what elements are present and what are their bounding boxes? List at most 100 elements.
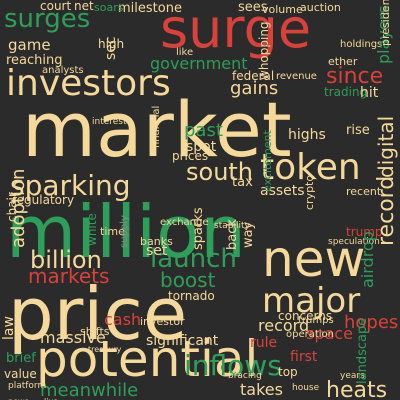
word-platform: platform [8, 381, 47, 391]
word-trumps: trumps [298, 315, 334, 326]
word-years: years [340, 371, 365, 381]
word-hopes: hopes [344, 312, 399, 333]
word-way: way [241, 221, 256, 248]
word-rule: rule [250, 335, 278, 351]
word-top: top [278, 365, 298, 379]
word-chair: chair [5, 192, 19, 222]
word-high: high [98, 37, 125, 51]
word-financial: financial [151, 105, 162, 148]
word-rise: rise [346, 123, 370, 138]
word-investor: investor [140, 315, 185, 328]
word-milestone: milestone [118, 1, 182, 16]
word-meanwhile: meanwhile [40, 380, 139, 400]
word-heats: heats [326, 378, 388, 400]
word-boost: boost [160, 268, 216, 292]
word-digital: digital [374, 115, 398, 178]
word-highs: highs [288, 127, 326, 143]
word-massive: massive [40, 328, 106, 347]
word-takes: takes [240, 380, 283, 399]
word-shifts: shifts [80, 325, 110, 338]
word-holdings: holdings [340, 39, 383, 50]
word-like: like [176, 47, 194, 58]
word-interest: interest [92, 117, 127, 127]
word-trading: trading [324, 85, 368, 99]
word-speculation: speculation [328, 237, 380, 247]
word-assets: assets [260, 183, 305, 199]
word-regulatory: regulatory [12, 193, 75, 207]
word-white: white [85, 213, 99, 246]
word-markets: markets [28, 264, 110, 288]
word-crypto: crypto [303, 174, 316, 210]
word-space: space [306, 324, 353, 343]
word-investors: investors [6, 63, 171, 104]
word-significant: significant [146, 333, 219, 349]
word-trump: trump [346, 225, 383, 239]
word-revenue: revenue [276, 71, 317, 82]
word-news: news [8, 398, 29, 400]
word-million: million [6, 190, 246, 274]
word-banks: banks [140, 235, 173, 248]
word-whopping: whopping [257, 21, 271, 80]
word-soars: soars [94, 1, 124, 14]
word-operation: operation [286, 329, 335, 340]
word-bracing: bracing [228, 371, 262, 381]
word-government: government [150, 54, 248, 73]
word-tornado: tornado [168, 289, 215, 303]
word-spot: spot [186, 139, 217, 155]
word-president: president [379, 0, 392, 46]
word-landscape: landscape [355, 317, 370, 384]
word-inflows: inflows [184, 349, 282, 382]
word-law: law [1, 316, 17, 340]
word-airdrop: airdrop [358, 231, 377, 288]
word-sec: sec [103, 36, 119, 60]
word-record: record [374, 175, 399, 246]
word-surging: record [258, 316, 310, 335]
word-court: court [40, 0, 72, 13]
word-exchange: exchange [160, 217, 209, 228]
word-live: live [44, 398, 58, 400]
word-back: back [225, 219, 240, 250]
word-first: first [290, 349, 318, 365]
word-excitement: excitement [261, 130, 274, 192]
word-major: major [262, 281, 361, 321]
word-house: house [292, 383, 320, 393]
word-surges: surges [4, 4, 91, 34]
word-ether: ether [328, 55, 358, 68]
word-reaching: reaching [6, 53, 63, 68]
word-federal: federal [232, 69, 275, 83]
word-game: game [8, 36, 51, 54]
word-recent: recent [346, 185, 382, 198]
word-south: south [186, 158, 254, 186]
word-value: value [4, 367, 37, 381]
word-brief: brief [6, 351, 36, 366]
word-potential: potential [36, 330, 259, 388]
word-token: token [260, 147, 361, 188]
word-hit: hit [360, 85, 379, 101]
word-since: since [326, 64, 384, 89]
word-stability: stability [214, 221, 250, 231]
word-concerns: concerns [278, 309, 333, 323]
word-set: set [146, 243, 168, 259]
word-volume: volume [262, 3, 303, 16]
word-supply: supply [119, 215, 130, 248]
word-past: past [184, 120, 223, 141]
word-auction: auction [300, 1, 341, 14]
word-sparking: sparking [10, 169, 131, 202]
word-price: price [8, 272, 188, 356]
word-cash: cash [104, 310, 142, 329]
word-new: new [262, 230, 366, 288]
word-analysts: analysts [42, 65, 84, 76]
word-launch: launch [150, 244, 237, 274]
word-tax: tax [232, 175, 253, 190]
word-billion: billion [30, 246, 102, 274]
word-surge: surge [160, 0, 312, 60]
word-net: net [74, 0, 94, 13]
word-time: time [100, 225, 125, 238]
word-gains: gains [230, 78, 279, 99]
word-sparks: sparks [191, 207, 206, 250]
word-treasury: treasury [88, 345, 122, 354]
word-market: market [22, 85, 292, 174]
word-prices: prices [172, 149, 209, 163]
word-sees: sees [238, 0, 268, 15]
